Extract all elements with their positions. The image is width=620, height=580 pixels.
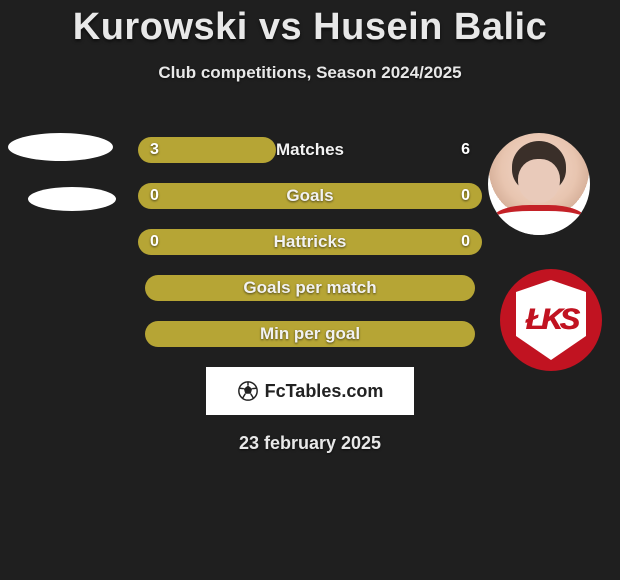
stat-value-left: 0: [150, 183, 159, 209]
watermark-text: FcTables.com: [265, 381, 384, 402]
player-right-club-badge: ŁKS: [500, 269, 602, 371]
player-right-avatar: [488, 133, 590, 235]
club-badge-text: ŁKS: [526, 303, 577, 337]
comparison-area: ŁKS 3 Matches 6 0 Goals 0 0 Hattricks 0 …: [0, 119, 620, 349]
player-left-avatar-placeholder: [8, 133, 113, 161]
stat-rows: 3 Matches 6 0 Goals 0 0 Hattricks 0 Goal…: [138, 137, 482, 367]
stat-value-left: 0: [150, 229, 159, 255]
stat-bar: [145, 275, 475, 301]
stat-row: 0 Hattricks 0: [138, 229, 482, 255]
stat-value-right: 6: [461, 137, 470, 163]
stat-row: Min per goal: [138, 321, 482, 347]
stat-bar: [145, 321, 475, 347]
stat-value-right: 0: [461, 183, 470, 209]
stat-value-right: 0: [461, 229, 470, 255]
stat-row: Goals per match: [138, 275, 482, 301]
football-icon: [237, 380, 259, 402]
stat-row: 3 Matches 6: [138, 137, 482, 163]
stat-row: 0 Goals 0: [138, 183, 482, 209]
stat-bar: [138, 229, 482, 255]
stat-bar: [138, 183, 482, 209]
date-text: 23 february 2025: [0, 433, 620, 454]
page-title: Kurowski vs Husein Balic: [0, 0, 620, 49]
watermark: FcTables.com: [206, 367, 414, 415]
subtitle: Club competitions, Season 2024/2025: [0, 63, 620, 83]
stat-value-left: 3: [150, 137, 159, 163]
player-left-club-placeholder: [28, 187, 116, 211]
